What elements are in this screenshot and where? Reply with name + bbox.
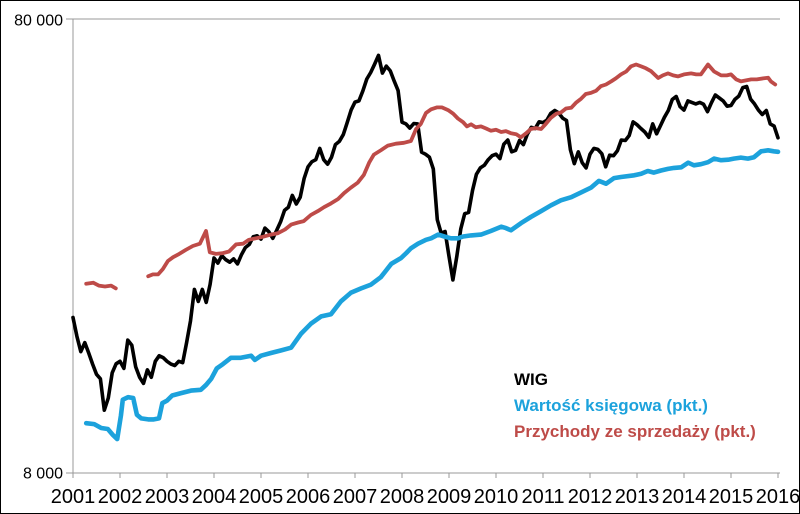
series-book-value-line xyxy=(83,148,781,442)
x-axis-label: 2014 xyxy=(662,486,707,508)
x-axis-label: 2001 xyxy=(51,486,96,508)
x-axis-label: 2012 xyxy=(568,486,613,508)
x-axis-label: 2003 xyxy=(145,486,190,508)
x-axis-label: 2007 xyxy=(333,486,378,508)
series-revenue-line-segment-1 xyxy=(84,280,118,291)
x-axis-label: 2006 xyxy=(286,486,331,508)
x-axis-label: 2010 xyxy=(474,486,519,508)
x-axis-label: 2004 xyxy=(192,486,237,508)
x-axis-label: 2013 xyxy=(615,486,660,508)
y-axis-label-bottom: 8 000 xyxy=(23,466,63,483)
x-axis-label: 2008 xyxy=(380,486,425,508)
x-axis-label: 2005 xyxy=(239,486,284,508)
legend-wig: WIG xyxy=(514,370,548,389)
y-axis-label-top: 80 000 xyxy=(14,13,63,30)
legend-book-value: Wartość księgowa (pkt.) xyxy=(514,396,708,415)
series-wig-line xyxy=(71,53,780,413)
x-axis-label: 2011 xyxy=(521,486,564,508)
x-axis-label: 2015 xyxy=(709,486,754,508)
x-axis-label: 2009 xyxy=(427,486,472,508)
legend-revenue: Przychody ze sprzedaży (pkt.) xyxy=(514,422,756,441)
x-axis-label: 2002 xyxy=(98,486,143,508)
x-axis-label: 2016 xyxy=(756,486,800,508)
series-revenue-line-segment-2 xyxy=(146,62,778,279)
